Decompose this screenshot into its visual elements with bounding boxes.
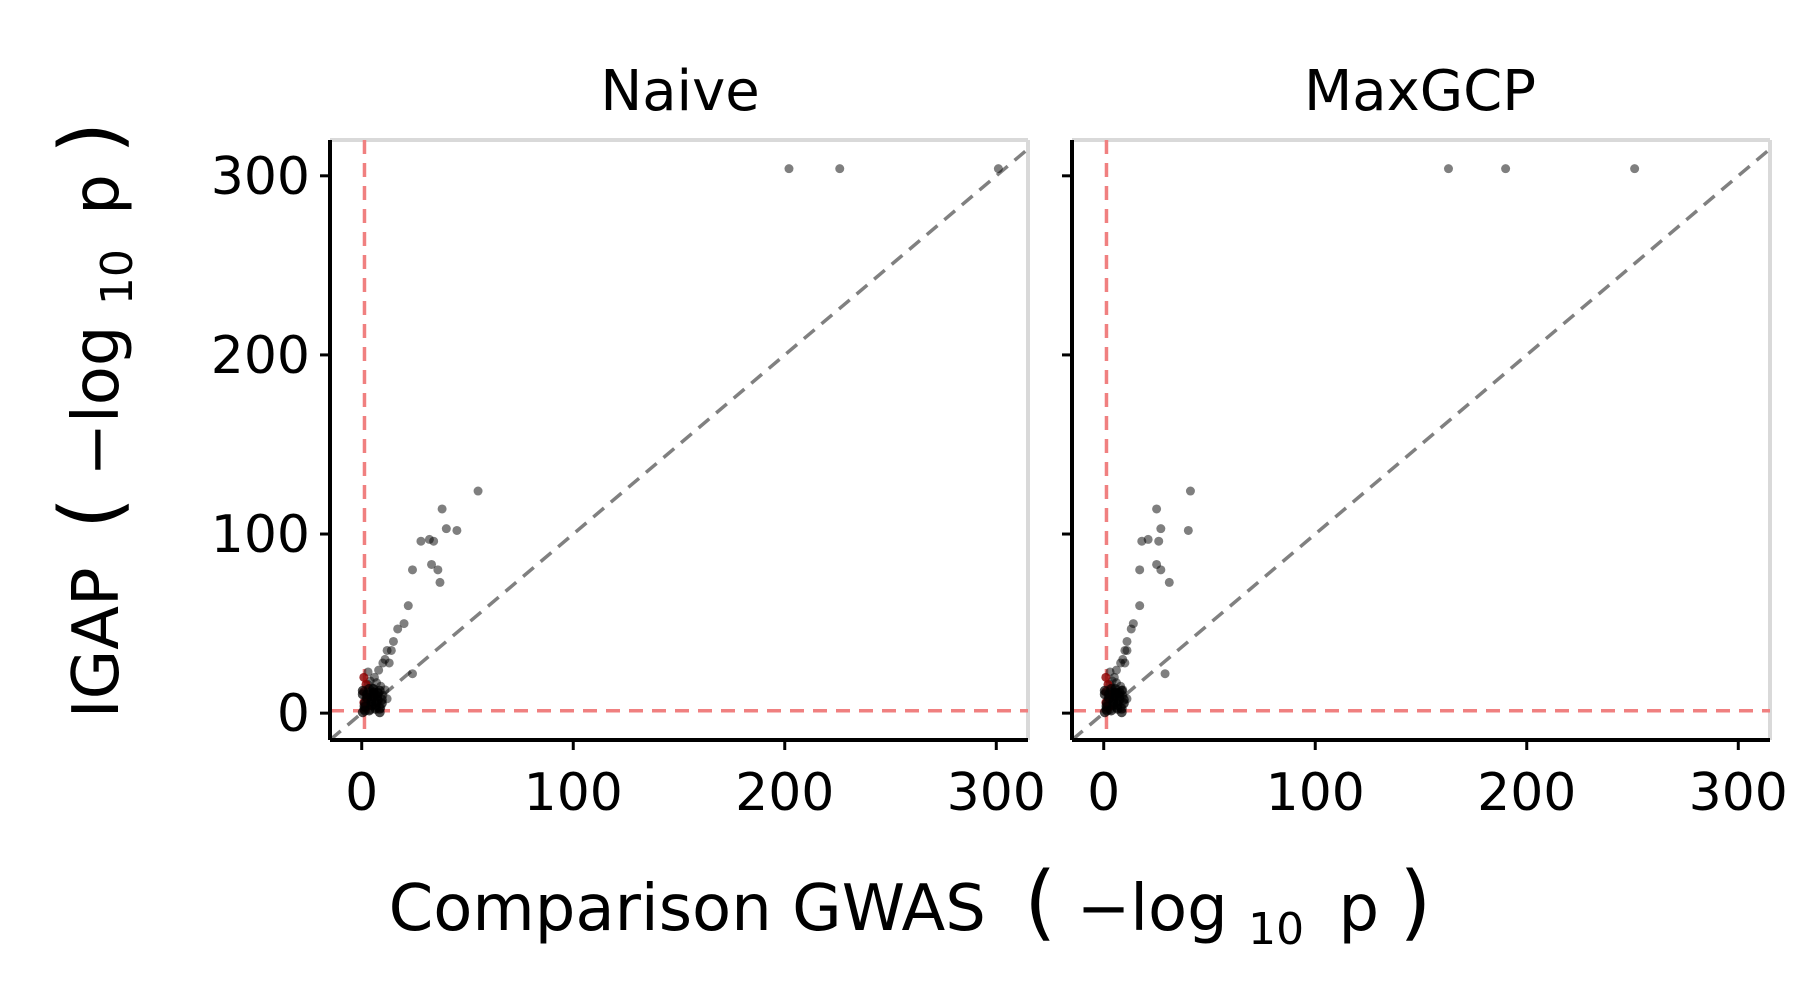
- data-point: [384, 658, 394, 668]
- y-axis-label-neg: −log: [60, 325, 134, 476]
- data-point: [393, 624, 403, 634]
- data-point: [993, 164, 1003, 174]
- data-point: [1160, 669, 1170, 679]
- data-point: [835, 164, 845, 174]
- data-point: [1185, 486, 1195, 496]
- data-point-highlight: [1101, 672, 1111, 682]
- data-point: [374, 665, 384, 675]
- y-tick-label: 300: [211, 147, 310, 207]
- data-point: [407, 565, 417, 575]
- data-point: [1164, 577, 1174, 587]
- x-tick-label: 0: [1087, 763, 1120, 823]
- data-point: [1122, 636, 1132, 646]
- data-point: [1120, 658, 1130, 668]
- data-point: [1137, 536, 1147, 546]
- x-axis-paren-open: (: [1024, 855, 1056, 950]
- panel-maxgcp: MaxGCP 0 100 200 300: [1062, 59, 1788, 823]
- x-axis-paren-close: ): [1399, 855, 1431, 950]
- data-point: [388, 636, 398, 646]
- data-point: [1152, 504, 1162, 514]
- data-point: [357, 689, 368, 700]
- y-axis-label-main: IGAP: [60, 567, 134, 718]
- x-ticks: 0 100 200 300: [345, 740, 1046, 823]
- x-tick-label: 200: [735, 763, 834, 823]
- data-point: [403, 601, 413, 611]
- data-point: [1154, 536, 1164, 546]
- data-point-highlight: [359, 672, 369, 682]
- y-axis-label-sub: 10: [92, 249, 143, 305]
- x-axis-label-sub: 10: [1248, 904, 1304, 955]
- data-point: [1126, 624, 1136, 634]
- data-point: [1501, 164, 1511, 174]
- x-tick-label: 300: [1689, 763, 1788, 823]
- data-points: [1099, 164, 1640, 718]
- data-point: [378, 658, 388, 668]
- y-tick-label: 100: [211, 505, 310, 565]
- data-point: [1099, 689, 1110, 700]
- data-point: [1443, 164, 1453, 174]
- x-axis-label: Comparison GWAS ( −log 10 p ): [389, 855, 1432, 960]
- axes: [1070, 140, 1770, 742]
- panel-frame: [330, 138, 1030, 740]
- diagonal-line: [1070, 147, 1772, 742]
- data-point: [435, 577, 445, 587]
- x-ticks: 0 100 200 300: [1087, 740, 1788, 823]
- data-point: [407, 669, 417, 679]
- y-axis-label-p: p: [60, 174, 134, 215]
- threshold-lines: [1072, 140, 1770, 740]
- data-point: [1122, 645, 1132, 655]
- diagonal-identity-line: [1070, 147, 1772, 742]
- y-tick-label: 0: [277, 684, 310, 744]
- data-point: [429, 536, 439, 546]
- data-point: [433, 565, 443, 575]
- panel-naive: Naive 0 100 200 300 0 100 200 300: [211, 59, 1046, 823]
- threshold-lines: [330, 140, 1028, 740]
- data-point: [1183, 525, 1193, 535]
- data-point: [1156, 524, 1166, 534]
- panel-title-maxgcp: MaxGCP: [1304, 59, 1536, 124]
- y-ticks: [1062, 174, 1072, 715]
- data-point: [452, 525, 462, 535]
- x-tick-label: 100: [1266, 763, 1365, 823]
- data-point: [1110, 691, 1121, 702]
- x-axis-label-neg: −log: [1077, 872, 1228, 946]
- data-point: [386, 645, 396, 655]
- axes: [328, 140, 1028, 742]
- data-point: [437, 504, 447, 514]
- data-point: [359, 705, 370, 716]
- diagonal-identity-line: [328, 147, 1030, 742]
- data-point: [473, 486, 483, 496]
- panel-title-naive: Naive: [600, 59, 759, 124]
- x-tick-label: 100: [524, 763, 623, 823]
- data-point: [1156, 565, 1166, 575]
- data-point: [1101, 705, 1112, 716]
- y-tick-label: 200: [211, 326, 310, 386]
- y-ticks: 0 100 200 300: [211, 147, 330, 744]
- data-point: [1135, 601, 1145, 611]
- data-point: [784, 164, 794, 174]
- data-point: [368, 691, 379, 702]
- diagonal-line: [328, 147, 1030, 742]
- y-axis-paren-open: (: [43, 497, 138, 529]
- y-axis-label: IGAP ( −log 10 p ): [43, 122, 148, 718]
- data-point: [1135, 565, 1145, 575]
- x-tick-label: 300: [947, 763, 1046, 823]
- x-axis-label-p: p: [1338, 872, 1379, 946]
- y-axis-paren-close: ): [43, 122, 138, 154]
- data-point: [416, 536, 426, 546]
- x-tick-label: 200: [1477, 763, 1576, 823]
- data-point: [427, 559, 437, 569]
- data-points: [357, 164, 1003, 718]
- data-point: [1630, 164, 1640, 174]
- x-axis-label-main: Comparison GWAS: [389, 872, 986, 946]
- x-tick-label: 0: [345, 763, 378, 823]
- data-point: [441, 524, 451, 534]
- panel-frame: [1072, 138, 1772, 740]
- data-point: [399, 619, 409, 629]
